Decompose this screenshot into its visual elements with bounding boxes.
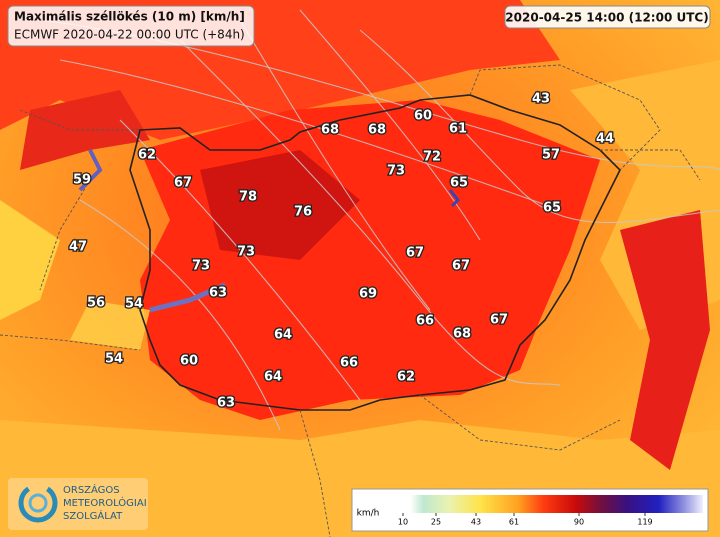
station-value: 63 xyxy=(217,396,235,411)
legend-tick-label: 10 xyxy=(398,518,408,527)
legend-tick-label: 119 xyxy=(637,518,652,527)
station-value: 67 xyxy=(452,259,470,274)
station-value: 60 xyxy=(180,354,198,369)
station-value: 64 xyxy=(264,370,282,385)
logo-icon xyxy=(18,483,58,523)
station-value: 60 xyxy=(414,109,432,124)
station-value: 62 xyxy=(138,148,156,163)
station-value: 64 xyxy=(274,328,292,343)
station-value: 66 xyxy=(340,356,358,371)
borders xyxy=(0,64,701,537)
station-value: 68 xyxy=(453,327,471,342)
station-value: 65 xyxy=(450,176,468,191)
header-box xyxy=(7,5,255,47)
map-subtitle: ECMWF 2020-04-22 00:00 UTC (+84h) xyxy=(14,28,245,42)
station-value: 47 xyxy=(69,240,87,255)
station-value: 68 xyxy=(368,123,386,138)
station-value: 73 xyxy=(387,164,405,179)
station-value: 54 xyxy=(125,297,143,312)
station-value: 72 xyxy=(423,150,441,165)
station-value: 66 xyxy=(416,314,434,329)
header: Maximális széllökés (10 m) [km/h] ECMWF … xyxy=(7,5,711,47)
valid-time: 2020-04-25 14:00 (12:00 UTC) xyxy=(505,11,708,25)
station-value: 65 xyxy=(543,201,561,216)
station-value: 63 xyxy=(209,286,227,301)
map-title: Maximális széllökés (10 m) [km/h] xyxy=(14,10,245,24)
legend-tick-label: 61 xyxy=(509,518,519,527)
station-value: 67 xyxy=(490,313,508,328)
legend-tick-label: 90 xyxy=(574,518,584,527)
station-value: 44 xyxy=(596,132,614,147)
streamlines xyxy=(39,9,720,431)
logo-line: SZOLGÁLAT xyxy=(63,509,123,522)
legend: km/h 10 25 43 61 90 119 xyxy=(351,488,709,532)
station-value: 54 xyxy=(105,352,123,367)
station-value: 73 xyxy=(237,245,255,260)
station-value: 76 xyxy=(294,205,312,220)
station-value: 73 xyxy=(192,259,210,274)
station-value: 43 xyxy=(532,92,550,107)
legend-tick-label: 43 xyxy=(471,518,481,527)
station-value: 67 xyxy=(406,246,424,261)
station-value: 56 xyxy=(87,296,105,311)
logo-line: METEOROLÓGIAI xyxy=(63,496,147,509)
station-value: 69 xyxy=(359,287,377,302)
logo: ORSZÁGOS METEOROLÓGIAI SZOLGÁLAT xyxy=(8,478,148,530)
station-value: 61 xyxy=(449,122,467,137)
color-bar xyxy=(385,495,703,513)
station-value: 57 xyxy=(542,148,560,163)
station-value: 68 xyxy=(321,123,339,138)
station-value: 78 xyxy=(239,190,257,205)
legend-tick-label: 25 xyxy=(431,518,441,527)
logo-line: ORSZÁGOS xyxy=(63,483,120,496)
station-value: 67 xyxy=(174,176,192,191)
stations: 68 68 60 61 43 44 62 72 57 73 59 67 65 78 76 65 47 73 67 67… xyxy=(68,90,616,412)
legend-unit: km/h xyxy=(357,509,380,519)
logo-icon-inner xyxy=(28,493,48,513)
time-box xyxy=(504,5,711,29)
station-value: 62 xyxy=(397,370,415,385)
station-value: 59 xyxy=(73,173,91,188)
